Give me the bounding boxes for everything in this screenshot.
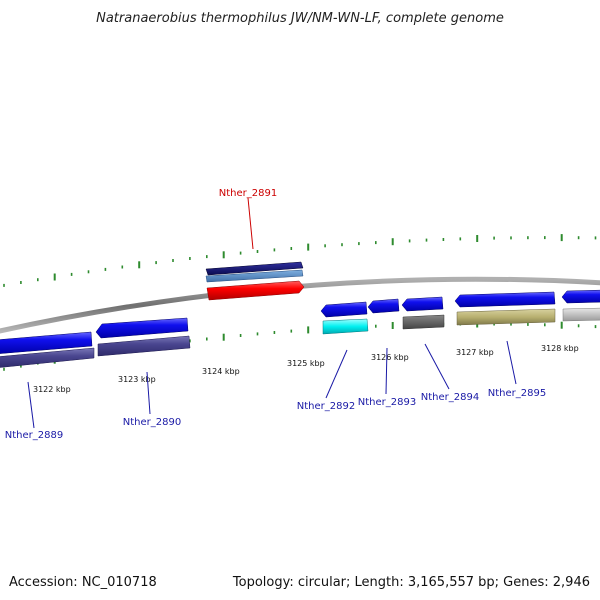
gene-feature[interactable] <box>320 301 369 335</box>
gene-label[interactable]: Nther_2890 <box>123 417 181 428</box>
gene-feature[interactable] <box>95 317 191 357</box>
scale-label: 3122 kbp <box>33 385 71 394</box>
outer-tick-ring <box>3 234 597 287</box>
gene-feature[interactable] <box>0 331 95 368</box>
scale-label: 3125 kbp <box>287 359 325 368</box>
gene-labels: Nther_2889 Nther_2890 Nther_2891 Nther_2… <box>5 188 546 441</box>
scale-label: 3127 kbp <box>456 348 494 357</box>
gene-label[interactable]: Nther_2889 <box>5 430 63 441</box>
gene-label[interactable]: Nther_2895 <box>488 388 546 399</box>
gene-label[interactable]: Nther_2892 <box>297 401 355 412</box>
gene-feature[interactable] <box>205 261 305 301</box>
gene-label[interactable]: Nther_2894 <box>421 392 479 403</box>
map-title: Natranaerobius thermophilus JW/NM-WN-LF,… <box>96 11 504 26</box>
gene-feature[interactable] <box>561 289 600 322</box>
scale-label: 3128 kbp <box>541 344 579 353</box>
gene-label-highlighted[interactable]: Nther_2891 <box>219 188 277 199</box>
accession-text: Accession: NC_010718 <box>9 575 157 590</box>
genome-summary-text: Topology: circular; Length: 3,165,557 bp… <box>232 575 590 590</box>
scale-label: 3123 kbp <box>118 375 156 384</box>
gene-feature[interactable] <box>367 298 400 314</box>
scale-label: 3126 kbp <box>371 353 409 362</box>
scale-labels: 3122 kbp 3123 kbp 3124 kbp 3125 kbp 3126… <box>33 344 579 394</box>
gene-feature[interactable] <box>401 296 445 330</box>
gene-label-leaders <box>27 197 517 429</box>
gene-label[interactable]: Nther_2893 <box>358 397 416 408</box>
scale-label: 3124 kbp <box>202 367 240 376</box>
gene-feature[interactable] <box>454 291 556 326</box>
